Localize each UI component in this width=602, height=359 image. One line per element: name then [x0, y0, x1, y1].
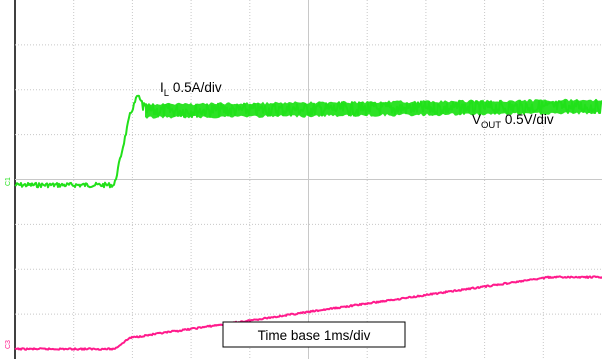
inductor-current-scale: 0.5A/div — [173, 80, 222, 95]
graticule-grid — [14, 0, 602, 359]
output-voltage-scale: 0.5V/div — [505, 112, 554, 127]
inductor-current-label: IL 0.5A/div — [160, 80, 222, 99]
trace-output-voltage — [14, 275, 602, 351]
time-base-box — [222, 321, 406, 348]
output-voltage-symbol: V — [472, 112, 481, 127]
time-base-label: Time base 1ms/div — [258, 328, 371, 343]
output-voltage-subscript: OUT — [481, 120, 501, 131]
inductor-current-symbol: I — [160, 80, 164, 95]
inductor-current-subscript: L — [164, 88, 169, 99]
channel-1-marker: C1 — [5, 177, 12, 186]
inductor-current-envelope — [145, 98, 601, 119]
channel-3-marker: C3 — [5, 340, 12, 349]
trace-layer — [14, 94, 602, 351]
output-voltage-label: VOUT 0.5V/div — [472, 112, 554, 131]
